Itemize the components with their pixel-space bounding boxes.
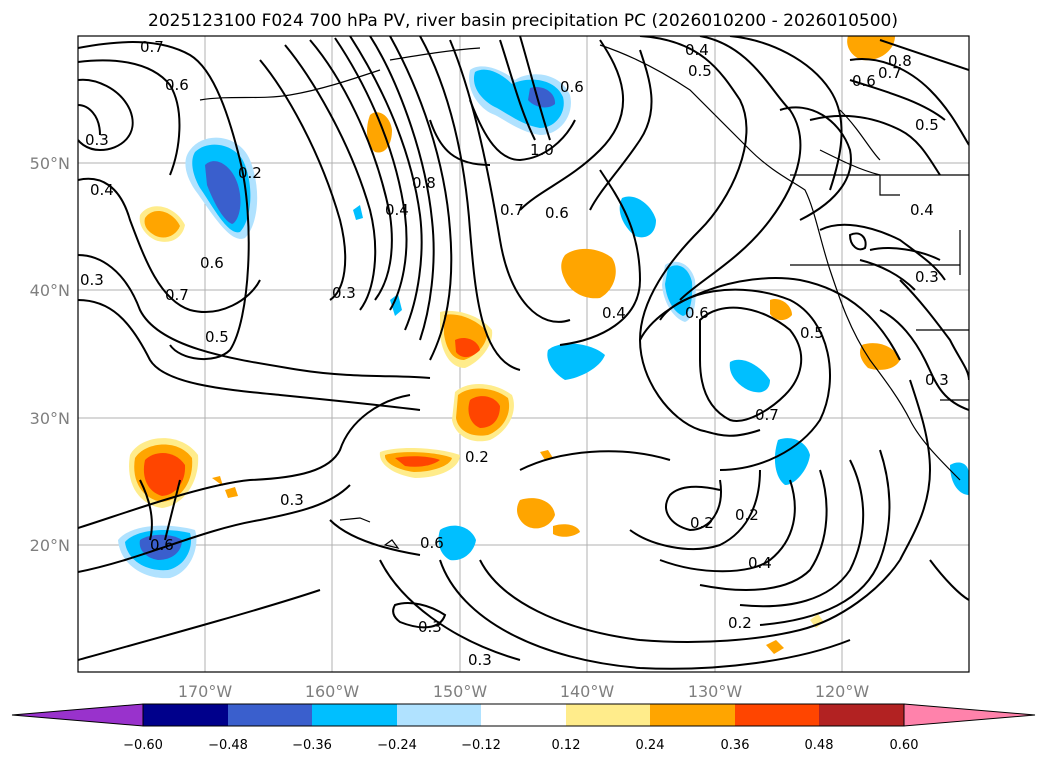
contour-label: 0.4	[90, 181, 114, 199]
contour-label: 0.2	[238, 164, 262, 182]
colorbar-tick-label: 0.24	[636, 738, 665, 753]
contour-label: 1.0	[530, 141, 554, 159]
contour-labels: 0.7 0.6 0.3 0.4 0.2 0.6 0.7 0.5 0.4 0.8 …	[80, 38, 949, 669]
contour-label: 0.2	[465, 448, 489, 466]
contour-label: 0.4	[685, 41, 709, 59]
contour-label: 0.7	[165, 286, 189, 304]
contour-label: 0.3	[332, 284, 356, 302]
contour-label: 0.4	[748, 554, 772, 572]
colorbar-tick-label: 0.36	[721, 738, 750, 753]
longitude-ticks: 170°W 160°W 150°W 140°W 130°W 120°W	[178, 682, 870, 701]
contour-label: 0.5	[688, 62, 712, 80]
map-area: 0.7 0.6 0.3 0.4 0.2 0.6 0.7 0.5 0.4 0.8 …	[78, 36, 969, 672]
colorbar-tick-label: −0.48	[208, 738, 248, 753]
lon-tick-label: 140°W	[560, 682, 615, 701]
figure-title: 2025123100 F024 700 hPa PV, river basin …	[148, 11, 898, 31]
contour-label: 0.3	[418, 618, 442, 636]
lat-tick-label: 40°N	[30, 281, 70, 300]
colorbar-bin	[312, 704, 397, 726]
colorbar-tick-label: 0.48	[805, 738, 834, 753]
precip-pc-shading	[118, 36, 969, 654]
contour-label: 0.4	[910, 201, 934, 219]
contour-label: 0.8	[888, 52, 912, 70]
colorbar-tick-label: 0.60	[890, 738, 919, 753]
contour-label: 0.6	[165, 76, 189, 94]
contour-label: 0.2	[690, 514, 714, 532]
pv-contours	[78, 36, 969, 670]
coastlines	[199, 44, 969, 549]
contour-label: 0.5	[800, 324, 824, 342]
colorbar-bin	[481, 704, 566, 726]
lon-tick-label: 160°W	[305, 682, 360, 701]
map-frame	[77, 35, 970, 673]
contour-label: 0.8	[412, 174, 436, 192]
contour-label: 0.6	[560, 78, 584, 96]
lon-tick-label: 120°W	[815, 682, 870, 701]
colorbar-frame	[142, 703, 905, 727]
lat-tick-label: 20°N	[30, 536, 70, 555]
colorbar-bin	[397, 704, 481, 726]
contour-label: 0.3	[280, 491, 304, 509]
contour-label: 0.2	[735, 506, 759, 524]
colorbar-extend-high	[903, 703, 1036, 727]
contour-label: 0.6	[420, 534, 444, 552]
colorbar-bin	[819, 704, 904, 726]
colorbar-tick-label: −0.36	[292, 738, 332, 753]
latitude-ticks: 50°N 40°N 30°N 20°N	[30, 154, 70, 555]
colorbar-bin	[650, 704, 735, 726]
contour-label: 0.7	[140, 38, 164, 56]
contour-label: 0.7	[755, 406, 779, 424]
contour-label: 0.7	[500, 201, 524, 219]
contour-label: 0.3	[85, 131, 109, 149]
lon-tick-label: 150°W	[433, 682, 488, 701]
lon-tick-label: 170°W	[178, 682, 233, 701]
contour-label: 0.6	[685, 304, 709, 322]
contour-label: 0.6	[545, 204, 569, 222]
colorbar-bin	[228, 704, 312, 726]
contour-label: 0.6	[200, 254, 224, 272]
contour-label: 0.4	[385, 201, 409, 219]
contour-label: 0.3	[80, 271, 104, 289]
colorbar-tick-label: 0.12	[552, 738, 581, 753]
lat-tick-label: 50°N	[30, 154, 70, 173]
colorbar-tick-label: −0.12	[461, 738, 501, 753]
contour-label: 0.3	[925, 371, 949, 389]
colorbar-extend-low	[11, 703, 144, 727]
contour-label: 0.7	[878, 64, 902, 82]
colorbar-tick-label: −0.24	[377, 738, 417, 753]
contour-label: 0.5	[205, 328, 229, 346]
colorbar-tick-label: −0.60	[123, 738, 163, 753]
contour-label: 0.4	[602, 304, 626, 322]
lat-tick-label: 30°N	[30, 409, 70, 428]
contour-label: 0.3	[915, 268, 939, 286]
colorbar-bin	[566, 704, 650, 726]
lon-tick-label: 130°W	[688, 682, 743, 701]
contour-label: 0.6	[852, 72, 876, 90]
colorbar: −0.60 −0.48 −0.36 −0.24 −0.12 0.12 0.24 …	[11, 703, 1036, 753]
colorbar-bin	[735, 704, 819, 726]
contour-label: 0.6	[150, 536, 174, 554]
contour-label: 0.2	[728, 614, 752, 632]
contour-label: 0.3	[468, 651, 492, 669]
colorbar-bin	[143, 704, 228, 726]
contour-label: 0.5	[915, 116, 939, 134]
